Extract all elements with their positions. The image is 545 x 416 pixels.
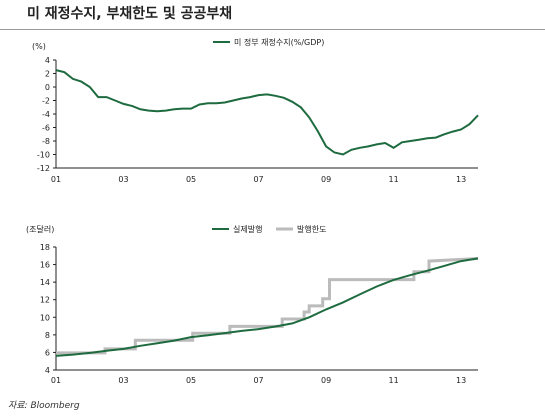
top-y-tick-label: 0 bbox=[45, 83, 50, 92]
top-y-tick-label: -12 bbox=[37, 164, 50, 173]
bottom-series-line-actual-debt bbox=[55, 257, 479, 357]
bottom-y-tick-label: 4 bbox=[45, 366, 50, 375]
top-y-tick-label: -10 bbox=[37, 151, 50, 160]
top-x-tick-label: 01 bbox=[51, 175, 61, 184]
bottom-chart: (조달러) 실제발행 발행한도 18 16 14 12 10 8 6 4 01 03 05 07 09… bbox=[26, 224, 479, 385]
top-y-tick-label: 2 bbox=[45, 70, 50, 79]
bottom-y-tick-label: 8 bbox=[45, 331, 50, 340]
bottom-unit-label: (조달러) bbox=[26, 225, 54, 234]
bottom-y-tick-label: 6 bbox=[45, 348, 50, 357]
bottom-x-tick-label: 05 bbox=[186, 376, 196, 385]
bottom-y-tick-label: 18 bbox=[40, 243, 50, 252]
top-x-tick-label: 11 bbox=[389, 175, 399, 184]
top-y-tick-label: -4 bbox=[42, 110, 50, 119]
top-y-tick-label: -6 bbox=[42, 124, 50, 133]
top-legend-label: 미 정부 재정수지(%/GDP) bbox=[234, 37, 324, 47]
bottom-legend-label-limit: 발행한도 bbox=[297, 224, 326, 234]
top-x-tick-label: 07 bbox=[253, 175, 263, 184]
bottom-legend-label-actual: 실제발행 bbox=[233, 224, 262, 234]
bottom-x-tick-label: 01 bbox=[51, 376, 61, 385]
bottom-y-tick-label: 14 bbox=[40, 278, 50, 287]
bottom-y-tick-label: 12 bbox=[40, 296, 50, 305]
top-x-tick-label: 13 bbox=[456, 175, 466, 184]
bottom-y-tick-label: 10 bbox=[40, 313, 50, 322]
top-unit-label: (%) bbox=[32, 42, 46, 51]
bottom-x-tick-label: 11 bbox=[389, 376, 399, 385]
bottom-x-tick-label: 03 bbox=[118, 376, 128, 385]
top-series-line-budget-balance bbox=[55, 69, 479, 156]
top-x-tick-label: 03 bbox=[118, 175, 128, 184]
top-y-tick-label: 4 bbox=[45, 56, 50, 65]
bottom-y-tick-label: 16 bbox=[40, 261, 50, 270]
source-note: 자료: Bloomberg bbox=[8, 401, 80, 411]
top-x-tick-label: 09 bbox=[321, 175, 331, 184]
bottom-x-tick-label: 13 bbox=[456, 376, 466, 385]
top-y-tick-label: -8 bbox=[42, 137, 50, 146]
bottom-x-tick-label: 07 bbox=[253, 376, 263, 385]
page-title: 미 재정수지, 부채한도 및 공공부채 bbox=[0, 0, 545, 30]
bottom-x-tick-label: 09 bbox=[321, 376, 331, 385]
top-y-tick-label: -2 bbox=[42, 97, 50, 106]
top-x-tick-label: 05 bbox=[186, 175, 196, 184]
bottom-series-line-debt-limit bbox=[56, 257, 479, 355]
top-chart: (%) 미 정부 재정수지(%/GDP) 4 2 0 -2 -4 -6 -8 -10 -12 0… bbox=[32, 37, 479, 184]
